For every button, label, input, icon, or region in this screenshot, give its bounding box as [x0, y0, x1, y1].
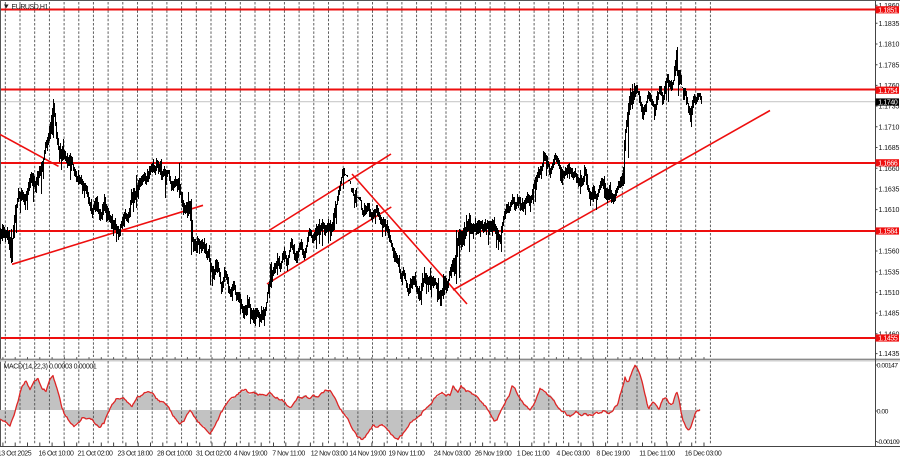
- svg-text:1.1560: 1.1560: [879, 249, 900, 256]
- svg-text:24 Nov 03:00: 24 Nov 03:00: [434, 451, 471, 458]
- svg-text:16 Dec 03:00: 16 Dec 03:00: [685, 451, 722, 458]
- svg-text:1.1584: 1.1584: [878, 229, 898, 236]
- svg-text:8 Dec 19:00: 8 Dec 19:00: [596, 451, 630, 458]
- svg-text:1.1810: 1.1810: [879, 42, 900, 49]
- svg-text:23 Oct 18:00: 23 Oct 18:00: [117, 451, 153, 458]
- svg-text:1.1635: 1.1635: [879, 187, 900, 194]
- svg-text:16 Oct 10:00: 16 Oct 10:00: [38, 451, 74, 458]
- svg-text:0.00: 0.00: [877, 409, 889, 416]
- svg-text:EURUSD,H1: EURUSD,H1: [12, 4, 49, 11]
- svg-text:7 Nov 11:00: 7 Nov 11:00: [272, 451, 305, 458]
- svg-text:1 Dec 11:00: 1 Dec 11:00: [517, 451, 550, 458]
- svg-text:1.1685: 1.1685: [879, 145, 900, 152]
- svg-text:14 Nov 19:00: 14 Nov 19:00: [349, 451, 386, 458]
- svg-text:31 Oct 02:00: 31 Oct 02:00: [196, 451, 232, 458]
- svg-text:1.1760: 1.1760: [879, 83, 900, 90]
- svg-text:1.1455: 1.1455: [878, 336, 898, 343]
- svg-text:1.1710: 1.1710: [879, 124, 900, 131]
- svg-text:19 Nov 11:00: 19 Nov 11:00: [388, 451, 425, 458]
- svg-text:1.1835: 1.1835: [879, 21, 900, 28]
- svg-text:13 Oct 2025: 13 Oct 2025: [0, 451, 32, 458]
- svg-text:1.1735: 1.1735: [879, 104, 900, 111]
- svg-text:4 Dec 03:00: 4 Dec 03:00: [556, 451, 590, 458]
- svg-text:1.1785: 1.1785: [879, 62, 900, 69]
- svg-text:1.1485: 1.1485: [879, 311, 900, 318]
- svg-text:26 Nov 19:00: 26 Nov 19:00: [475, 451, 512, 458]
- svg-text:0.00147: 0.00147: [877, 363, 898, 370]
- svg-text:1.1660: 1.1660: [879, 166, 900, 173]
- svg-text:1.1851: 1.1851: [878, 8, 898, 15]
- svg-text:1.1740: 1.1740: [878, 100, 898, 107]
- svg-text:1.1754: 1.1754: [878, 88, 898, 95]
- svg-text:21 Oct 02:00: 21 Oct 02:00: [77, 451, 113, 458]
- svg-text:-0.00109: -0.00109: [877, 439, 900, 446]
- svg-text:1.1610: 1.1610: [879, 207, 900, 214]
- svg-text:MACD(14,22,3) 0.00003 0.00001: MACD(14,22,3) 0.00003 0.00001: [4, 364, 97, 371]
- svg-text:12 Nov 03:00: 12 Nov 03:00: [311, 451, 348, 458]
- svg-text:4 Nov 19:00: 4 Nov 19:00: [234, 451, 268, 458]
- svg-text:1.1435: 1.1435: [879, 351, 900, 358]
- svg-text:28 Oct 10:00: 28 Oct 10:00: [157, 451, 193, 458]
- svg-text:11 Dec 11:00: 11 Dec 11:00: [639, 451, 675, 458]
- svg-text:1.1510: 1.1510: [879, 290, 900, 297]
- svg-text:1.1535: 1.1535: [879, 269, 900, 276]
- svg-text:1.1666: 1.1666: [878, 161, 898, 168]
